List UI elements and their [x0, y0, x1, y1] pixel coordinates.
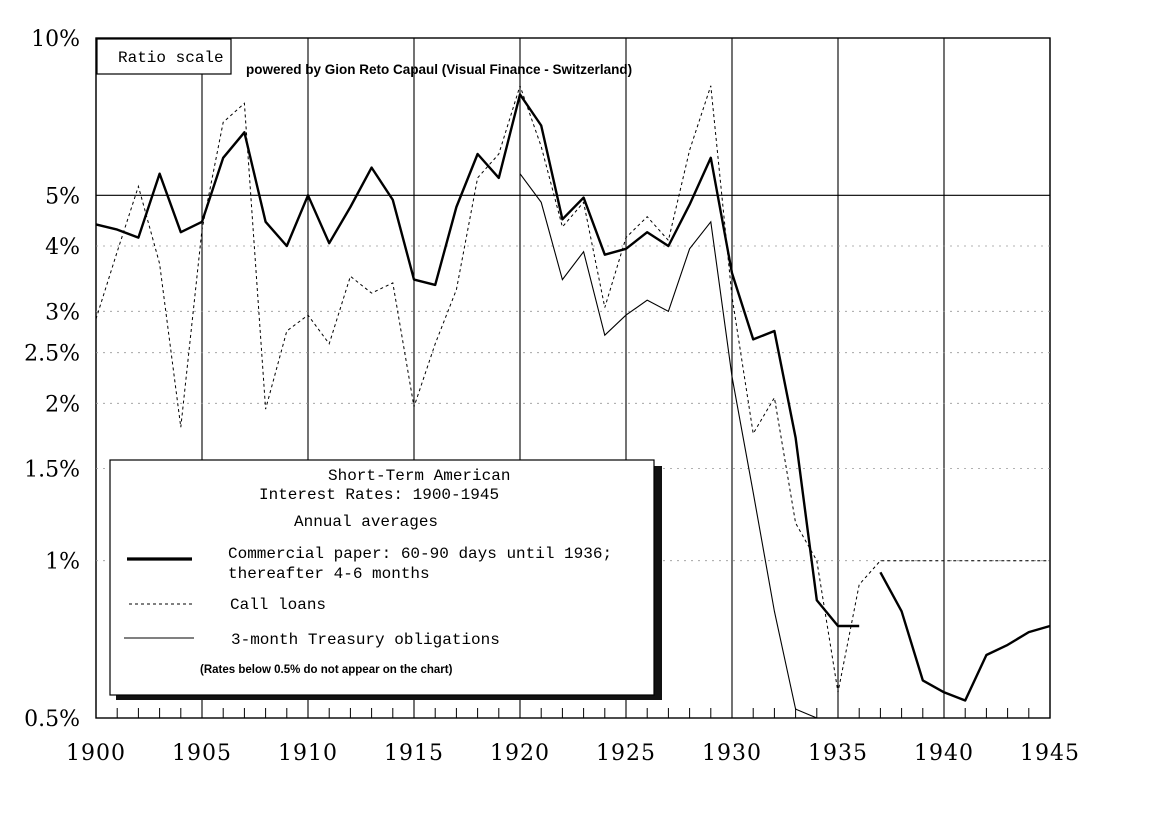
- series-commercial-paper-seg-1: [879, 571, 1051, 702]
- legend-subtitle: Annual averages: [294, 513, 438, 531]
- y-tick-2.5pct: 2.5%: [24, 342, 80, 367]
- x-tick-labels: 1900 1905 1910 1915 1920 1925 1930 1935 1940 1945: [66, 741, 1080, 766]
- legend-label-call-loans: Call loans: [230, 596, 326, 614]
- x-tick-1915: 1915: [384, 741, 444, 766]
- x-tick-1945: 1945: [1020, 741, 1080, 766]
- ratio-scale-label: Ratio scale: [118, 49, 224, 67]
- y-tick-3pct: 3%: [45, 300, 80, 325]
- legend: Short-Term American Interest Rates: 1900…: [109, 459, 662, 700]
- ratio-scale-box: Ratio scale: [96, 38, 232, 75]
- legend-box: [109, 459, 655, 696]
- x-tick-1920: 1920: [490, 741, 550, 766]
- x-tick-1925: 1925: [596, 741, 656, 766]
- legend-label-commercial-paper-1: Commercial paper: 60-90 days until 1936;: [228, 545, 612, 563]
- legend-title-line1: Short-Term American: [328, 467, 510, 485]
- x-tick-1900: 1900: [66, 741, 126, 766]
- legend-label-commercial-paper-2: thereafter 4-6 months: [228, 565, 430, 583]
- y-tick-1pct: 1%: [45, 550, 80, 575]
- series-call-loans-seg-0: [95, 84, 1050, 693]
- y-tick-4pct: 4%: [45, 235, 80, 260]
- y-tick-2pct: 2%: [45, 392, 80, 417]
- legend-note: (Rates below 0.5% do not appear on the c…: [200, 664, 453, 676]
- legend-title-line2: Interest Rates: 1900-1945: [259, 486, 499, 504]
- x-tick-1940: 1940: [914, 741, 974, 766]
- x-tick-1935: 1935: [808, 741, 868, 766]
- x-tick-1905: 1905: [172, 741, 232, 766]
- y-tick-0.5pct: 0.5%: [24, 707, 80, 732]
- credit-text: powered by Gion Reto Capaul (Visual Fina…: [246, 62, 632, 77]
- data-series: [95, 84, 1051, 719]
- legend-label-treasury: 3-month Treasury obligations: [231, 631, 500, 649]
- y-tick-10pct: 10%: [31, 27, 80, 52]
- minor-ticks: [116, 708, 1030, 718]
- y-tick-labels: 10% 5% 4% 3% 2.5% 2% 1.5% 1% 0.5%: [24, 27, 80, 732]
- series-commercial-paper-seg-0: [95, 93, 860, 628]
- y-tick-1.5pct: 1.5%: [24, 458, 80, 483]
- y-tick-5pct: 5%: [45, 184, 80, 209]
- x-tick-1910: 1910: [278, 741, 338, 766]
- x-tick-1930: 1930: [702, 741, 762, 766]
- series-treasury-obligations-seg-0: [519, 173, 818, 719]
